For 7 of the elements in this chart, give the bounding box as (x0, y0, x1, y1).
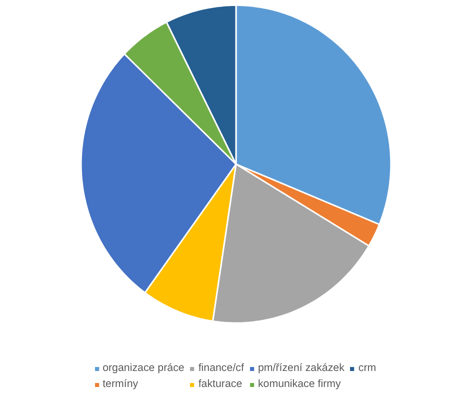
legend-label: fakturace (198, 378, 242, 390)
legend-label: crm (358, 362, 378, 374)
legend-label: pm/řízení zakázek (258, 362, 344, 374)
legend-label: organizace práce (102, 362, 184, 374)
legend-label: komunikace firmy (258, 378, 341, 390)
legend-label: termíny (102, 378, 138, 390)
legend-label: finance/cf (198, 362, 244, 374)
